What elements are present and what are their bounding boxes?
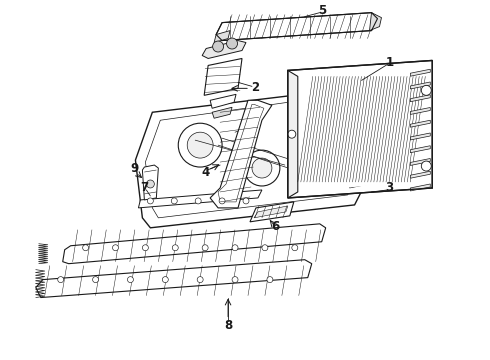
Polygon shape (146, 94, 371, 218)
Polygon shape (410, 133, 430, 140)
Circle shape (232, 276, 238, 283)
Polygon shape (218, 104, 264, 202)
Polygon shape (410, 158, 430, 166)
Polygon shape (410, 69, 430, 76)
Circle shape (187, 132, 213, 158)
Polygon shape (322, 140, 349, 160)
Text: 7: 7 (140, 181, 148, 194)
Circle shape (202, 245, 208, 251)
Polygon shape (298, 76, 410, 192)
Polygon shape (288, 60, 432, 198)
Polygon shape (349, 172, 371, 188)
Circle shape (178, 123, 222, 167)
Polygon shape (410, 108, 430, 114)
Text: 3: 3 (385, 181, 393, 194)
Text: 6: 6 (271, 220, 279, 233)
Polygon shape (410, 120, 430, 127)
Circle shape (147, 180, 154, 188)
Polygon shape (204, 58, 242, 95)
Circle shape (93, 276, 98, 283)
Polygon shape (210, 100, 272, 208)
Polygon shape (410, 95, 430, 102)
Text: 1: 1 (385, 56, 393, 69)
Circle shape (421, 85, 431, 95)
Polygon shape (135, 88, 382, 228)
Circle shape (58, 276, 64, 283)
Polygon shape (214, 31, 230, 42)
Polygon shape (202, 41, 246, 58)
Text: 5: 5 (318, 4, 326, 17)
Circle shape (172, 245, 178, 251)
Circle shape (213, 41, 223, 52)
Circle shape (262, 245, 268, 251)
Circle shape (244, 150, 280, 186)
Circle shape (267, 276, 273, 283)
Circle shape (83, 245, 89, 251)
Circle shape (243, 198, 249, 204)
Text: 2: 2 (251, 81, 259, 94)
Circle shape (113, 245, 119, 251)
Text: 8: 8 (224, 319, 232, 332)
Polygon shape (410, 184, 430, 191)
Polygon shape (143, 165, 158, 200)
Circle shape (421, 161, 431, 171)
Circle shape (358, 115, 371, 129)
Polygon shape (36, 260, 312, 298)
Circle shape (143, 245, 148, 251)
Polygon shape (216, 13, 377, 41)
Polygon shape (410, 171, 430, 178)
Circle shape (292, 245, 298, 251)
Polygon shape (138, 190, 262, 208)
Polygon shape (410, 146, 430, 153)
Circle shape (226, 38, 238, 49)
Circle shape (252, 158, 272, 178)
Polygon shape (250, 202, 294, 222)
Circle shape (172, 198, 177, 204)
Circle shape (197, 276, 203, 283)
Polygon shape (210, 94, 236, 108)
Polygon shape (254, 206, 288, 218)
Polygon shape (288, 71, 298, 198)
Circle shape (219, 198, 225, 204)
Polygon shape (369, 13, 382, 31)
Polygon shape (212, 107, 232, 118)
Text: 9: 9 (130, 162, 139, 175)
Text: 4: 4 (201, 166, 209, 179)
Circle shape (232, 245, 238, 251)
Circle shape (127, 276, 133, 283)
Circle shape (362, 158, 373, 170)
Circle shape (147, 198, 153, 204)
Circle shape (195, 198, 201, 204)
Polygon shape (410, 82, 430, 89)
Circle shape (162, 276, 168, 283)
Polygon shape (63, 224, 326, 264)
Circle shape (288, 130, 296, 138)
